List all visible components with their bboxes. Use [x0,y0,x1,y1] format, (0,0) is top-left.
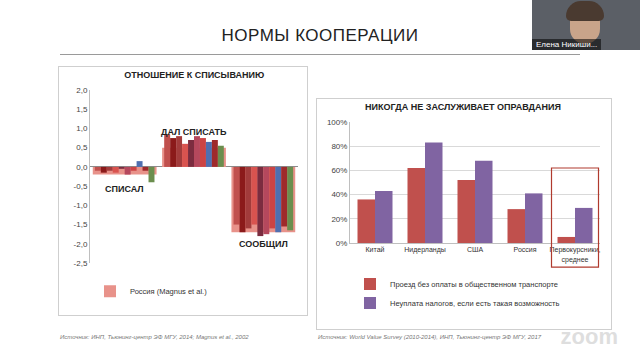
svg-text:-1,5: -1,5 [74,220,88,229]
svg-text:100%: 100% [327,118,347,127]
svg-text:-2,5: -2,5 [74,259,88,268]
svg-text:ОТНОШЕНИЕ К СПИСЫВАНИЮ: ОТНОШЕНИЕ К СПИСЫВАНИЮ [124,70,264,80]
html-text:Источник: ИНП, Тьюнинг-центр Э: Источник: ИНП, Тьюнинг-центр ЭФ МГУ, 201… [60,334,249,340]
svg-text:60%: 60% [331,166,347,175]
svg-text:80%: 80% [331,142,347,151]
svg-text:Россия: Россия [514,246,537,253]
svg-text:СПИСАЛ: СПИСАЛ [105,184,144,194]
svg-text:0,5: 0,5 [76,143,88,152]
svg-text:НИКОГДА НЕ ЗАСЛУЖИВАЕТ ОПРАВДА: НИКОГДА НЕ ЗАСЛУЖИВАЕТ ОПРАВДАНИЯ [365,102,561,112]
svg-text:20%: 20% [331,215,347,224]
svg-text:Нидерланды: Нидерланды [404,246,446,254]
svg-text:1,5: 1,5 [76,105,88,114]
svg-text:2,0: 2,0 [76,86,88,95]
svg-text:Проезд без оплаты в общественн: Проезд без оплаты в общественном транспо… [390,280,558,289]
svg-text:-2,0: -2,0 [74,240,88,249]
html-text:Елена Никиши...: Елена Никиши... [536,40,598,49]
html-text:НОРМЫ КООПЕРАЦИИ: НОРМЫ КООПЕРАЦИИ [221,26,419,45]
svg-text:СООБЩИЛ: СООБЩИЛ [239,239,288,249]
svg-text:Китай: Китай [366,246,385,253]
svg-text:1,0: 1,0 [76,124,88,133]
svg-text:Россия (Magnus et al.): Россия (Magnus et al.) [130,287,207,296]
svg-text:0%: 0% [336,239,348,248]
svg-text:ДАЛ СПИСАТЬ: ДАЛ СПИСАТЬ [161,127,227,137]
html-text:Источник: World Value Survey (: Источник: World Value Survey (2010-2014)… [318,334,542,340]
svg-text:-0,5: -0,5 [74,182,88,191]
svg-text:Неуплата налогов, если есть та: Неуплата налогов, если есть такая возмож… [390,299,560,308]
svg-text:Первокурсники,среднее: Первокурсники,среднее [550,246,601,263]
html-text:zoom: zoom [560,324,618,349]
svg-text:40%: 40% [331,190,347,199]
svg-text:0,0: 0,0 [76,163,88,172]
svg-text:США: США [467,246,483,253]
svg-text:-1,0: -1,0 [74,201,88,210]
